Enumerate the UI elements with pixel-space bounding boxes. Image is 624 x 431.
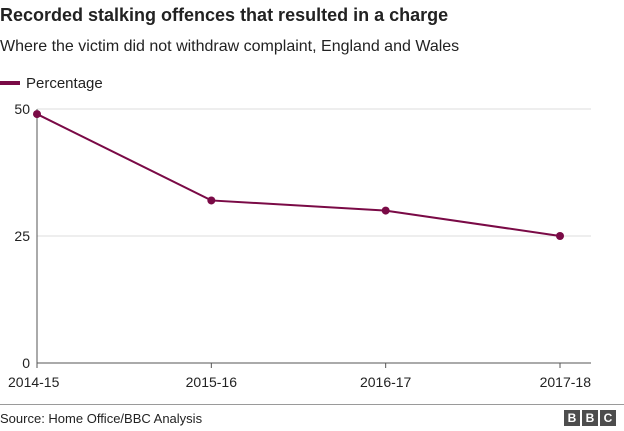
y-tick-label: 25 [14, 228, 30, 244]
x-tick-label: 2017-18 [540, 374, 592, 390]
data-point [33, 110, 41, 119]
x-tick-label: 2015-16 [186, 374, 238, 390]
legend-label: Percentage [26, 74, 103, 92]
legend-swatch [0, 81, 20, 85]
chart-title: Recorded stalking offences that resulted… [0, 5, 449, 25]
x-tick-label: 2016-17 [360, 374, 412, 390]
line-chart: 0 25 50 2014-15 2015-16 2016-17 2017-18 [8, 101, 592, 390]
data-point [207, 196, 216, 205]
bbc-logo-letter: C [600, 410, 616, 426]
y-tick-label: 50 [14, 101, 30, 117]
chart-subtitle: Where the victim did not withdraw compla… [0, 38, 460, 55]
legend: Percentage [0, 73, 103, 93]
bbc-logo-letter: B [582, 410, 598, 426]
source-note: Source: Home Office/BBC Analysis [0, 411, 203, 426]
y-tick-label: 0 [22, 355, 30, 371]
footer-divider [0, 404, 624, 405]
data-point [556, 232, 564, 240]
series-line [36, 113, 561, 237]
bbc-logo: B B C [564, 410, 616, 426]
data-point [381, 206, 390, 215]
x-tick-label: 2014-15 [8, 374, 60, 390]
bbc-logo-letter: B [564, 410, 580, 426]
